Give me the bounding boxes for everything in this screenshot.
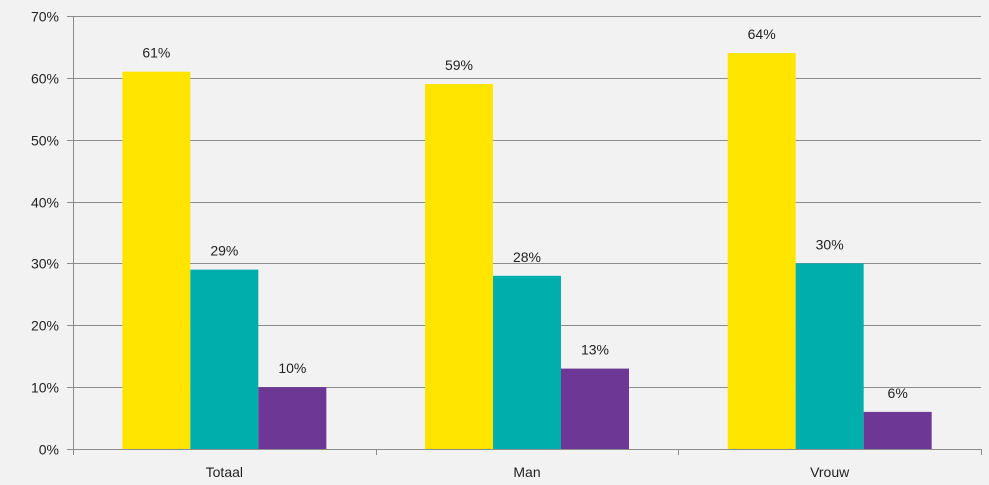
y-tick-label: 70% (31, 9, 59, 25)
y-tick-label: 40% (31, 195, 59, 211)
bar (493, 275, 561, 449)
axes: 0% 10% 20% 30% 40% 50% 60% 70% (31, 9, 982, 458)
y-tick-label: 0% (39, 442, 59, 458)
y-tick-label: 20% (31, 318, 59, 334)
y-tick-label: 50% (31, 133, 59, 149)
bar (122, 71, 191, 450)
data-label: 10% (278, 360, 306, 376)
data-label: 61% (142, 45, 170, 61)
data-label: 29% (210, 243, 238, 259)
bar (561, 368, 629, 449)
bar (258, 387, 327, 449)
data-label: 28% (513, 249, 541, 265)
x-category-label: Totaal (206, 464, 243, 480)
labels: Totaal 61% 29% 10% Man 59% 28% 13% Vrouw 64% 30% 6% (142, 26, 907, 480)
y-tick-label: 30% (31, 256, 59, 272)
bar (727, 53, 796, 449)
y-tick-label: 60% (31, 71, 59, 87)
data-label: 13% (581, 342, 609, 358)
bar (190, 269, 259, 449)
x-category-label: Man (513, 464, 540, 480)
data-label: 64% (748, 26, 776, 42)
bar (425, 84, 493, 450)
data-label: 59% (445, 57, 473, 73)
bar (795, 263, 864, 449)
y-tick-label: 10% (31, 380, 59, 396)
x-category-label: Vrouw (810, 464, 850, 480)
bar (863, 411, 932, 449)
bars (122, 53, 932, 450)
data-label: 30% (816, 236, 844, 252)
data-label: 6% (888, 385, 908, 401)
